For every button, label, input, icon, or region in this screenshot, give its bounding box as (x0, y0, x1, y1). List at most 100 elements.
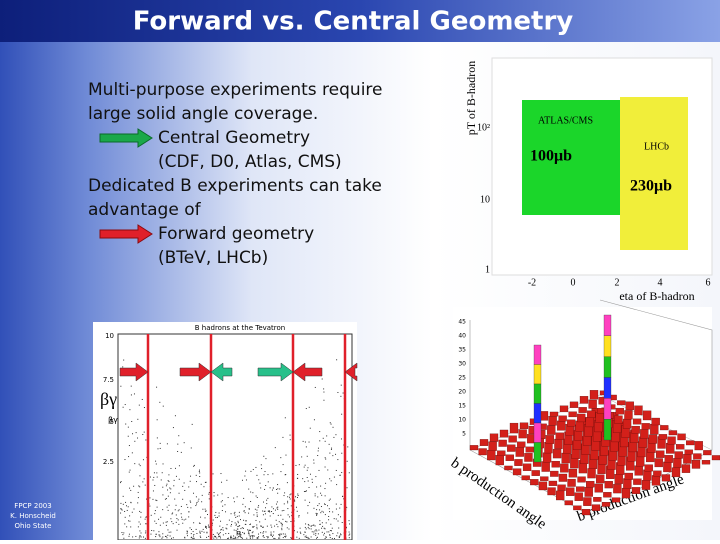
scatter-dot (280, 471, 282, 473)
scatter-dot (263, 455, 265, 457)
scatter-dot (328, 531, 330, 533)
scatter-dot (323, 399, 325, 401)
scatter-dot (167, 529, 169, 531)
scatter-dot (339, 474, 341, 476)
scatter-dot (243, 519, 245, 521)
scatter-dot (156, 500, 158, 502)
scatter-dot (206, 532, 208, 534)
scatter-dot (293, 530, 295, 532)
z-tick-label: 5 (462, 431, 466, 438)
scatter-dot (285, 474, 287, 476)
scatter-dot (266, 503, 268, 505)
scatter-dot (349, 523, 351, 525)
scatter-dot (260, 525, 262, 527)
scatter-dot (282, 436, 284, 438)
scatter-dot (201, 494, 203, 496)
scatter-dot (281, 510, 283, 512)
lego-cell (650, 423, 659, 435)
scatter-dot (188, 486, 190, 488)
scatter-dot (155, 460, 157, 462)
scatter-dot (135, 535, 137, 537)
scatter-dot (300, 532, 302, 534)
scatter-dot (264, 513, 266, 515)
scatter-dot (314, 530, 316, 532)
lego-cell (568, 411, 577, 418)
scatter-dot (317, 455, 319, 457)
scatter-dot (221, 493, 223, 495)
scatter-dot (180, 505, 182, 507)
scatter-dot (340, 384, 342, 386)
lego-cell (548, 416, 557, 426)
scatter-dot (279, 537, 281, 539)
scatter-dot (226, 479, 228, 481)
x-tick-label: 6 (706, 277, 711, 288)
scatter-dot (282, 533, 284, 535)
text-line: (CDF, D0, Atlas, CMS) (158, 152, 342, 172)
scatter-dot (218, 533, 220, 535)
scatter-dot (196, 503, 198, 505)
scatter-dot (330, 480, 332, 482)
scatter-dot (341, 472, 343, 474)
scatter-dot (303, 534, 305, 536)
scatter-dot (291, 515, 293, 517)
lego-cell (703, 450, 712, 456)
scatter-dot (175, 504, 177, 506)
scatter-dot (329, 498, 331, 500)
scatter-dot (245, 479, 247, 481)
scatter-dot (289, 496, 291, 498)
text-line: large solid angle coverage. (88, 104, 318, 124)
scatter-dot (182, 498, 184, 500)
scatter-dot (236, 528, 238, 530)
scatter-dot (139, 535, 141, 537)
scatter-dot (325, 482, 327, 484)
scatter-dot (252, 469, 254, 471)
scatter-dot (159, 401, 161, 403)
scatter-dot (313, 459, 315, 461)
scatter-dot (242, 503, 244, 505)
scatter-dot (219, 525, 221, 527)
lego-cell (489, 433, 499, 442)
scatter-dot (332, 533, 334, 535)
scatter-dot (296, 510, 298, 512)
scatter-dot (346, 507, 348, 509)
scatter-dot (316, 513, 318, 515)
lego-cell (671, 467, 681, 478)
scatter-dot (328, 443, 330, 445)
scatter-dot (138, 463, 140, 465)
scatter-dot (212, 533, 214, 535)
scatter-dot (340, 516, 342, 518)
scatter-dot (166, 483, 168, 485)
scatter-dot (167, 489, 169, 491)
scatter-dot (162, 533, 164, 535)
scatter-dot (230, 537, 232, 539)
scatter-dot (206, 527, 208, 529)
lego-spike (603, 356, 612, 378)
scatter-dot (287, 514, 289, 516)
lego-cell (581, 508, 591, 516)
scatter-dot (190, 529, 192, 531)
scatter-dot (225, 527, 227, 529)
scatter-dot (284, 533, 286, 535)
scatter-dot (174, 509, 176, 511)
scatter-dot (321, 510, 323, 512)
scatter-dot (308, 524, 310, 526)
scatter-dot (172, 512, 174, 514)
scatter-dot (309, 501, 311, 503)
scatter-dot (285, 535, 287, 537)
scatter-dot (240, 534, 242, 536)
scatter-dot (235, 516, 237, 518)
scatter-dot (319, 509, 321, 511)
scatter-dot (265, 531, 267, 533)
lego-cell (611, 497, 621, 503)
scatter-dot (144, 537, 146, 539)
scatter-dot (325, 522, 327, 524)
lego-cell (634, 405, 643, 416)
scatter-dot (131, 511, 133, 513)
lego-cell (593, 497, 602, 502)
scatter-dot (241, 479, 243, 481)
lego-cell (531, 470, 540, 476)
scatter-dot (315, 532, 317, 534)
scatter-dot (313, 533, 315, 535)
scatter-dot (219, 532, 221, 534)
scatter-dot (316, 486, 318, 488)
